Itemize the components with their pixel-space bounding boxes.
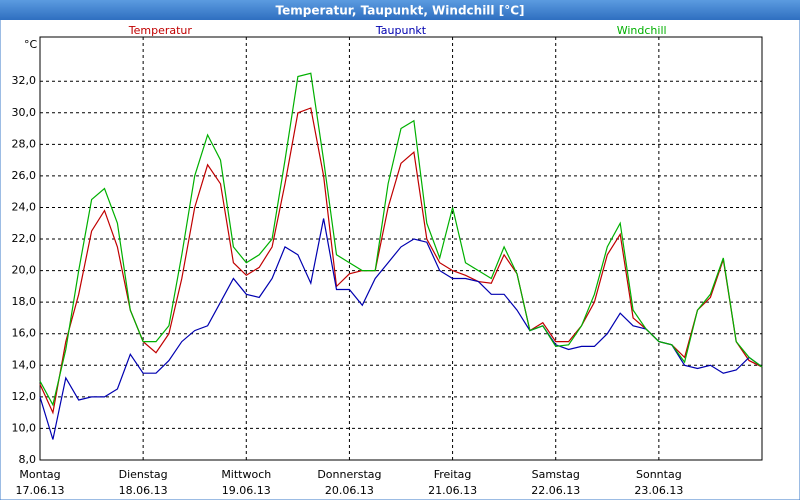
series-line [39,72,763,407]
y-tick-label: 12,0 [12,390,37,403]
y-tick-label: 24,0 [12,200,37,213]
y-tick-label: 26,0 [12,169,37,182]
legend-label: Temperatur [128,24,193,37]
x-tick-label: Dienstag [119,468,168,481]
x-tick-date: 23.06.13 [634,484,683,497]
y-tick-label: 22,0 [12,232,37,245]
x-tick-label: Freitag [434,468,472,481]
series-line [39,107,763,415]
x-tick-date: 19.06.13 [222,484,271,497]
x-tick-date: 21.06.13 [428,484,477,497]
y-tick-label: 10,0 [12,421,37,434]
y-tick-label: 8,0 [19,453,37,466]
title-bar [0,0,800,20]
y-tick-label: 32,0 [12,74,37,87]
series-line [39,218,763,440]
x-tick-date: 22.06.13 [531,484,580,497]
x-tick-date: 17.06.13 [16,484,65,497]
x-tick-label: Mittwoch [221,468,271,481]
y-axis-label: °C [24,38,38,51]
chart-title: Temperatur, Taupunkt, Windchill [°C] [276,4,525,18]
x-tick-label: Donnerstag [317,468,381,481]
x-tick-date: 18.06.13 [119,484,168,497]
legend-label: Windchill [617,24,667,37]
plot-area [39,36,763,461]
y-tick-label: 18,0 [12,295,37,308]
x-tick-date: 20.06.13 [325,484,374,497]
y-tick-label: 28,0 [12,137,37,150]
y-tick-label: 30,0 [12,106,37,119]
y-tick-label: 14,0 [12,358,37,371]
y-tick-label: 20,0 [12,264,37,277]
legend-label: Taupunkt [375,24,427,37]
x-tick-label: Sonntag [636,468,682,481]
x-tick-label: Samstag [532,468,580,481]
x-tick-label: Montag [19,468,60,481]
y-tick-label: 16,0 [12,327,37,340]
